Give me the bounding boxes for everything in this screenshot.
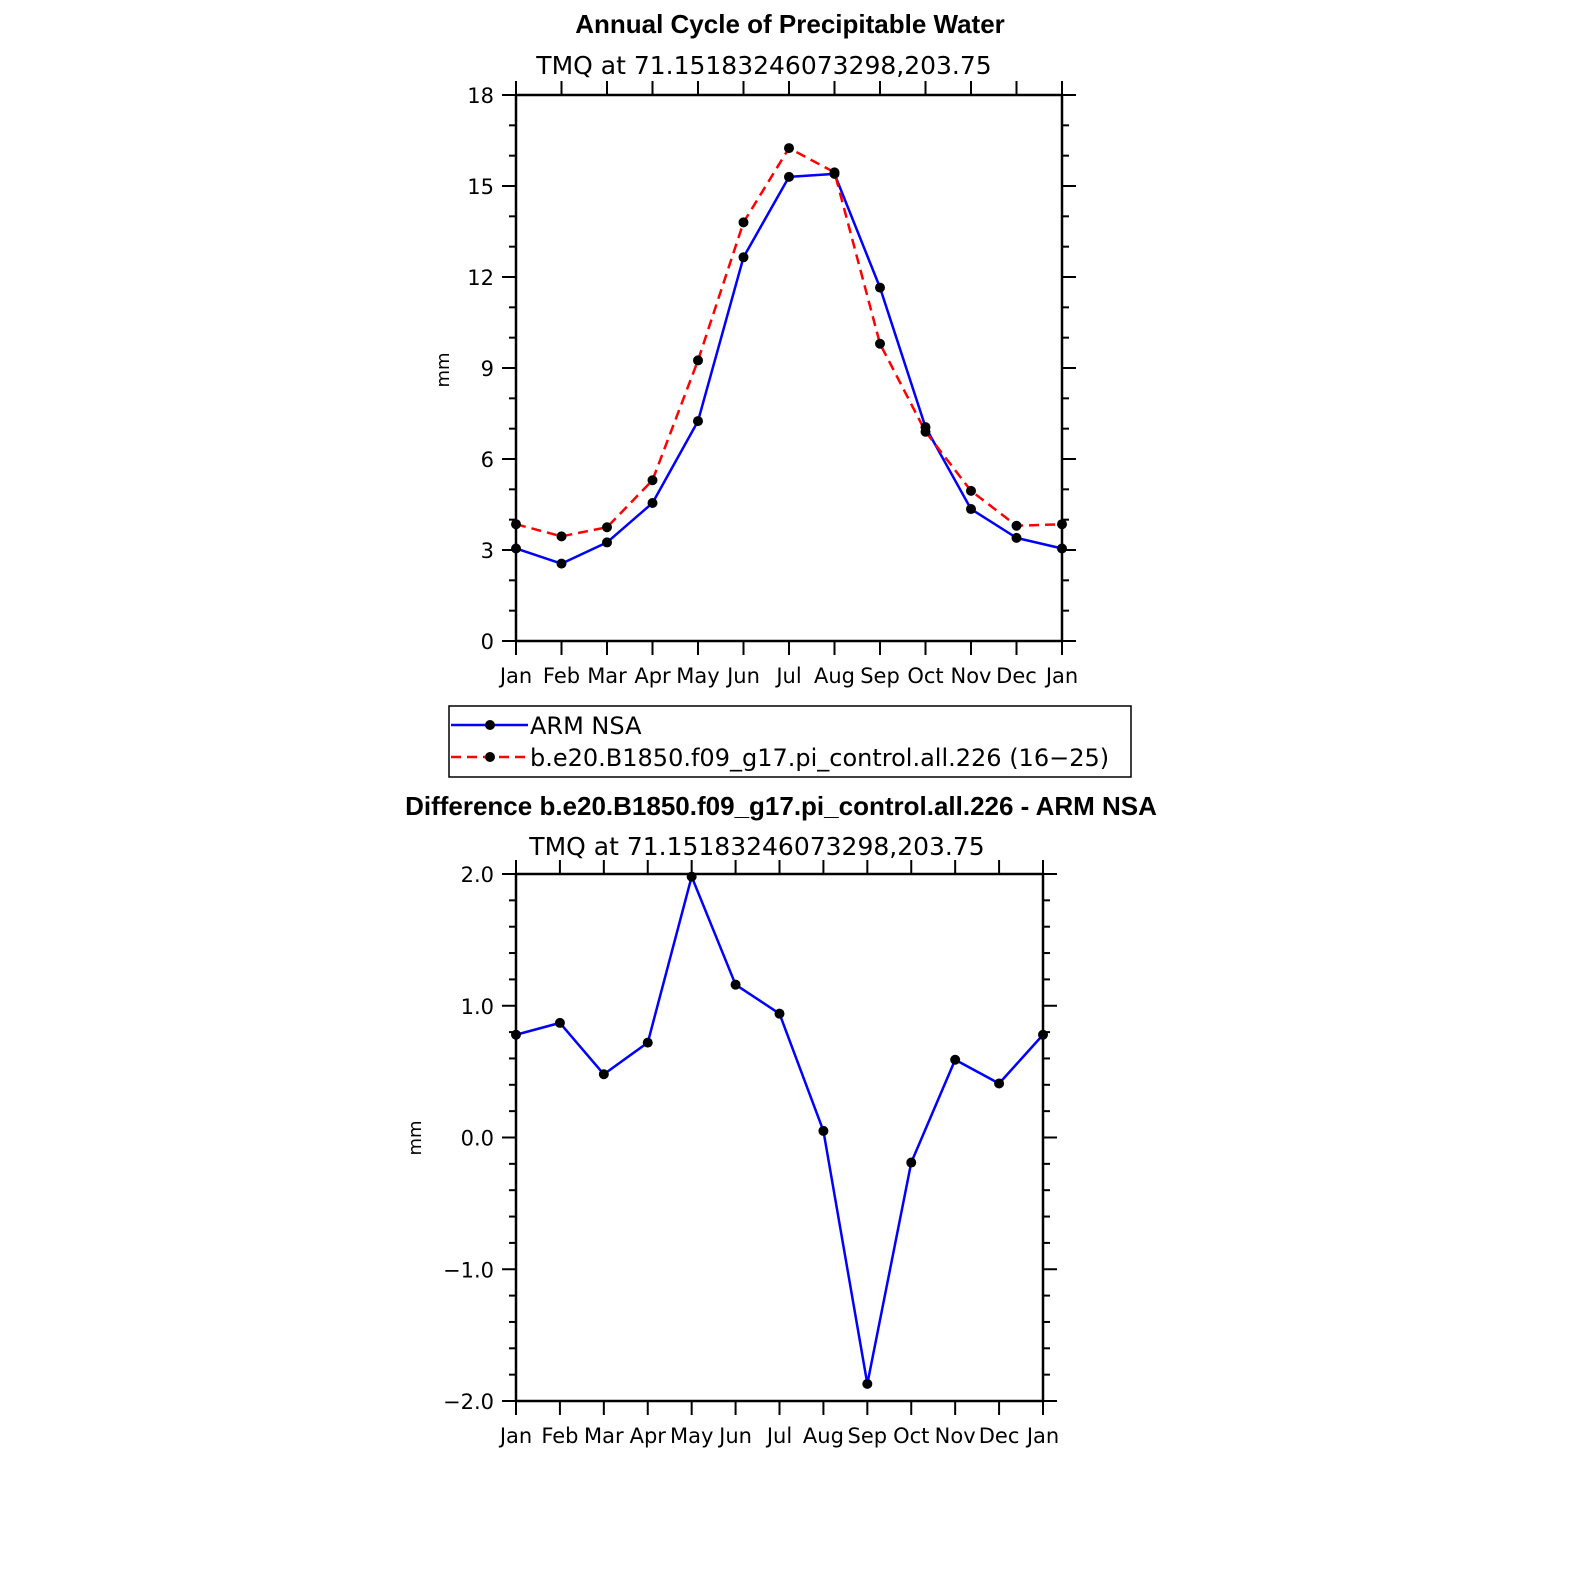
- x-tick-label: Oct: [893, 1424, 929, 1448]
- x-tick-label: Mar: [584, 1424, 624, 1448]
- series-1-point: [511, 1029, 521, 1040]
- series-2-point: [829, 167, 840, 178]
- series-2-point: [511, 519, 521, 530]
- chart2-ylabel: mm: [405, 1120, 426, 1155]
- series-2-point: [738, 217, 749, 228]
- y-tick-label: −1.0: [443, 1258, 494, 1282]
- x-tick-label: Jun: [725, 664, 760, 688]
- y-tick-label: 1.0: [461, 995, 494, 1019]
- legend-label-arm-nsa: ARM NSA: [530, 712, 642, 740]
- legend: ARM NSA b.e20.B1850.f09_g17.pi_control.a…: [448, 705, 1132, 778]
- series-1-point: [647, 497, 658, 508]
- x-tick-label: Dec: [996, 664, 1037, 688]
- x-tick-label: Aug: [814, 664, 855, 688]
- y-tick-label: −2.0: [443, 1390, 494, 1414]
- chart1-axes: 0 3 6 9 12 15 18 Jan Feb Mar Apr May Jun Jul Aug Sep Oct…: [467, 81, 1078, 688]
- series-1-point: [598, 1069, 609, 1080]
- chart1-subtitle: TMQ at 71.15183246073298,203.75: [535, 51, 991, 80]
- legend-label-model: b.e20.B1850.f09_g17.pi_control.all.226 (…: [530, 744, 1109, 772]
- legend-marker-model: [485, 752, 495, 762]
- series-2-point: [693, 355, 703, 366]
- chart1-ylabel: mm: [433, 352, 454, 387]
- x-tick-label: Oct: [907, 664, 943, 688]
- series-1-point: [642, 1037, 653, 1048]
- series-1-point: [774, 1008, 785, 1019]
- x-tick-label: Jan: [498, 664, 532, 688]
- x-tick-label: Mar: [587, 664, 627, 688]
- x-tick-label: Jun: [717, 1424, 752, 1448]
- y-tick-label: 0: [481, 630, 494, 654]
- series-2-point: [875, 338, 885, 349]
- series-2-point: [784, 143, 794, 154]
- chart2-title: Difference b.e20.B1850.f09_g17.pi_contro…: [405, 791, 1157, 821]
- y-tick-label: 12: [467, 266, 494, 290]
- x-tick-label: Jul: [765, 1424, 792, 1448]
- chart2-subtitle: TMQ at 71.15183246073298,203.75: [528, 832, 984, 861]
- x-tick-label: Dec: [979, 1424, 1020, 1448]
- series-1-point: [994, 1078, 1005, 1089]
- x-tick-label: Apr: [630, 1424, 667, 1448]
- legend-marker-arm-nsa: [485, 720, 495, 730]
- chart2-data-marks: [511, 871, 1048, 1389]
- series-1-point: [1011, 532, 1022, 543]
- series-1-point: [556, 558, 567, 569]
- series-1-point: [1038, 1029, 1048, 1040]
- chart2-frame: [514, 872, 1045, 1403]
- y-tick-label: 2.0: [461, 863, 494, 887]
- legend-box: [448, 705, 1132, 778]
- series-1-point: [875, 282, 885, 293]
- series-2-point: [602, 522, 612, 533]
- x-tick-label: Aug: [803, 1424, 844, 1448]
- series-1-point: [818, 1125, 829, 1136]
- x-tick-label: Nov: [935, 1424, 976, 1448]
- y-tick-label: 9: [481, 357, 494, 381]
- y-tick-label: 3: [481, 539, 494, 563]
- x-tick-label: Jan: [1025, 1424, 1059, 1448]
- difference-chart: Difference b.e20.B1850.f09_g17.pi_contro…: [405, 791, 1157, 1448]
- y-tick-label: 6: [481, 448, 494, 472]
- series-2-point: [966, 485, 976, 496]
- x-tick-label: May: [676, 664, 719, 688]
- y-tick-label: 18: [467, 84, 494, 108]
- series-1-point: [554, 1017, 565, 1028]
- x-tick-label: Jan: [498, 1424, 532, 1448]
- series-line-1: [515, 875, 1044, 1386]
- series-1-point: [693, 416, 703, 427]
- series-line-2: [515, 146, 1063, 538]
- series-line-1: [515, 172, 1063, 565]
- series-2-point: [647, 475, 658, 486]
- x-tick-label: May: [670, 1424, 713, 1448]
- chart1-data-marks: [511, 143, 1067, 569]
- y-tick-label: 0.0: [461, 1127, 494, 1151]
- series-1-point: [602, 537, 612, 548]
- x-tick-label: Jan: [1044, 664, 1078, 688]
- series-1-point: [966, 504, 976, 515]
- series-1-point: [784, 171, 794, 182]
- series-2-point: [920, 426, 931, 437]
- series-1-point: [738, 252, 749, 263]
- series-1-point: [686, 871, 697, 882]
- x-tick-label: Sep: [848, 1424, 888, 1448]
- series-2-point: [556, 531, 567, 542]
- chart1-title: Annual Cycle of Precipitable Water: [575, 9, 1005, 39]
- chart2-axes: −2.0 −1.0 0.0 1.0 2.0 Jan Feb Mar Apr May Jun Jul Au…: [443, 860, 1059, 1448]
- series-1-point: [950, 1054, 961, 1065]
- series-2-point: [1011, 520, 1022, 531]
- annual-cycle-chart: Annual Cycle of Precipitable Water TMQ a…: [433, 9, 1078, 688]
- series-2-point: [1057, 519, 1067, 530]
- x-tick-label: Feb: [543, 664, 580, 688]
- x-tick-label: Feb: [541, 1424, 578, 1448]
- series-1-point: [906, 1157, 917, 1168]
- x-tick-label: Apr: [634, 664, 671, 688]
- series-1-point: [511, 543, 521, 554]
- series-1-point: [1057, 543, 1067, 554]
- series-1-point: [730, 979, 741, 990]
- x-tick-label: Jul: [774, 664, 801, 688]
- series-1-point: [862, 1378, 873, 1389]
- y-tick-label: 15: [467, 175, 494, 199]
- x-tick-label: Nov: [951, 664, 992, 688]
- x-tick-label: Sep: [860, 664, 900, 688]
